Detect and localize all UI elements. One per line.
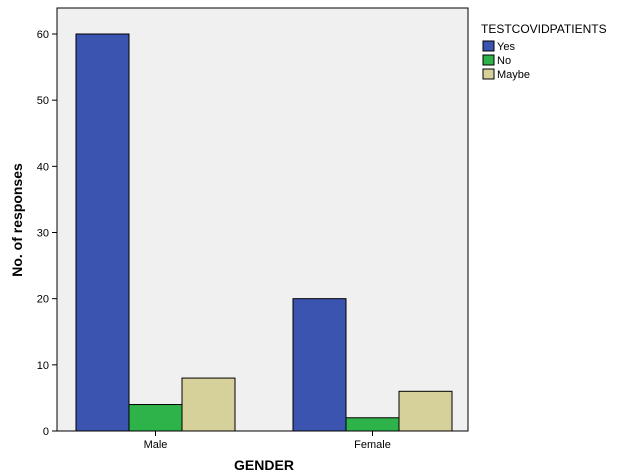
y-tick-label: 50 (37, 95, 49, 107)
x-tick-label: Male (144, 439, 168, 451)
legend-label-maybe: Maybe (497, 69, 530, 81)
legend-swatch-no (482, 54, 495, 66)
bar-maybe-female (398, 390, 453, 432)
legend-title: TESTCOVIDPATIENTS (481, 22, 607, 36)
legend: Yes No Maybe (482, 40, 530, 81)
bar-yes-female (292, 298, 347, 432)
y-axis-title: No. of responses (9, 163, 25, 277)
y-tick-label: 0 (43, 426, 49, 438)
legend-swatch-maybe (482, 68, 495, 80)
legend-label-no: No (497, 55, 511, 67)
x-axis: Male Female (144, 431, 391, 451)
bar-yes-male (75, 33, 130, 432)
bars-layer (75, 33, 453, 432)
legend-swatch-yes (482, 40, 495, 52)
y-tick-label: 60 (37, 29, 49, 41)
legend-label-yes: Yes (497, 41, 515, 53)
bar-no-female (345, 417, 400, 432)
bar-no-male (128, 404, 183, 432)
x-tick-label: Female (354, 439, 391, 451)
y-axis: 0 10 20 30 40 50 60 (37, 29, 57, 438)
y-tick-label: 30 (37, 228, 49, 240)
y-tick-label: 20 (37, 294, 49, 306)
y-tick-label: 10 (37, 360, 49, 372)
x-axis-title: GENDER (234, 457, 294, 473)
y-tick-label: 40 (37, 161, 49, 173)
bar-maybe-male (181, 377, 236, 432)
